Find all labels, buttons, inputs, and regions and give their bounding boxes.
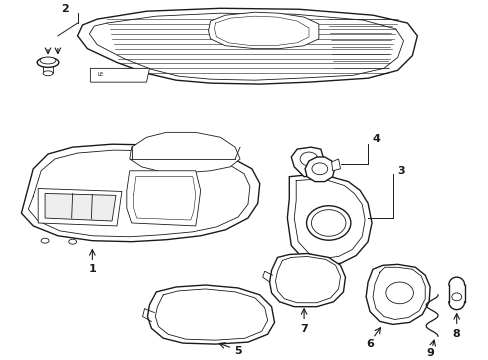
Polygon shape (43, 62, 53, 73)
Polygon shape (366, 264, 429, 324)
Ellipse shape (41, 238, 49, 243)
Polygon shape (331, 159, 340, 171)
Text: 8: 8 (452, 329, 460, 339)
Polygon shape (38, 189, 122, 226)
Polygon shape (208, 12, 318, 49)
Polygon shape (129, 132, 240, 173)
Ellipse shape (385, 282, 412, 304)
Ellipse shape (37, 58, 59, 67)
Ellipse shape (306, 206, 350, 240)
Text: 6: 6 (366, 339, 373, 349)
Text: 9: 9 (426, 348, 433, 358)
Polygon shape (126, 171, 200, 226)
Polygon shape (147, 285, 274, 344)
Text: 5: 5 (234, 346, 242, 356)
Text: 3: 3 (397, 166, 405, 176)
Text: 7: 7 (300, 324, 307, 334)
Polygon shape (90, 68, 149, 82)
Ellipse shape (43, 71, 53, 76)
Polygon shape (78, 8, 416, 84)
Ellipse shape (69, 239, 77, 244)
Text: 2: 2 (61, 4, 68, 14)
Text: 1: 1 (88, 264, 96, 274)
Ellipse shape (311, 163, 327, 175)
Text: 4: 4 (371, 134, 379, 144)
Ellipse shape (40, 57, 56, 64)
Polygon shape (291, 147, 323, 177)
Text: LE: LE (97, 72, 103, 77)
Ellipse shape (300, 152, 317, 166)
Polygon shape (45, 193, 116, 221)
Polygon shape (287, 175, 371, 265)
Polygon shape (21, 144, 259, 242)
Polygon shape (269, 253, 345, 307)
Polygon shape (305, 157, 334, 181)
Ellipse shape (311, 210, 345, 236)
